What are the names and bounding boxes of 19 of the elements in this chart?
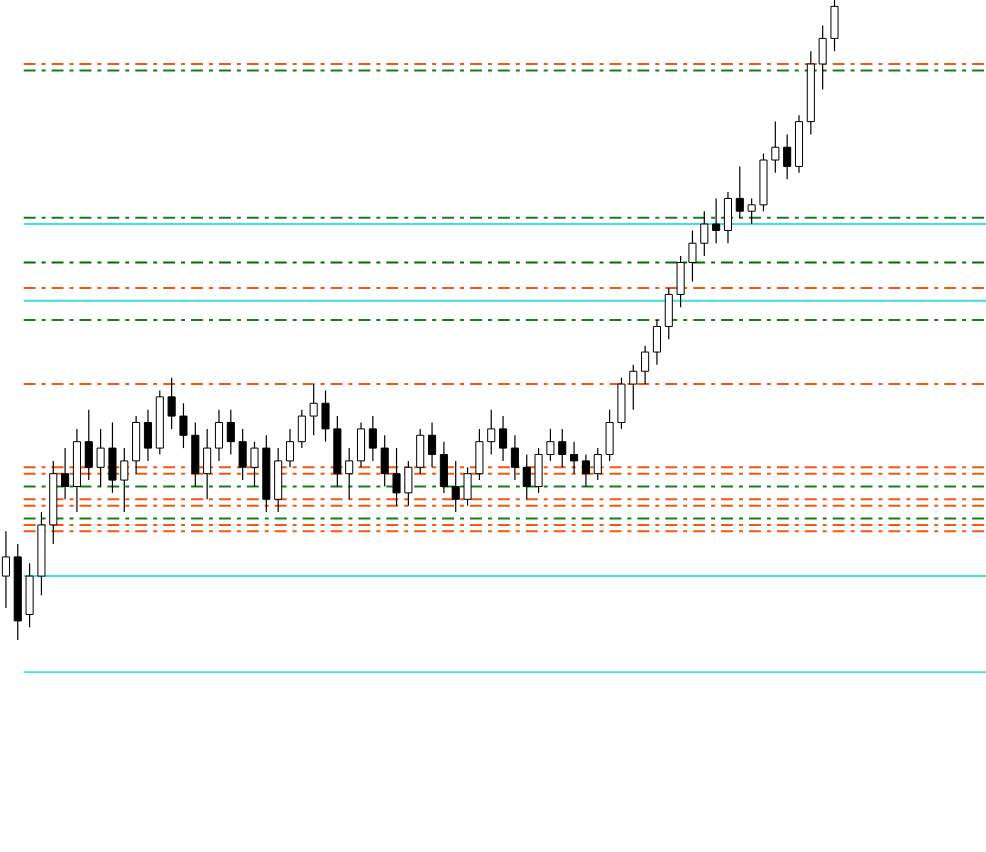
candlestick (641, 345, 650, 385)
candlestick (570, 441, 579, 475)
candlestick (723, 191, 733, 244)
candlestick (581, 453, 590, 488)
candlestick (427, 421, 437, 468)
candlestick (499, 415, 508, 462)
candlestick (794, 114, 804, 174)
candlestick (439, 441, 448, 494)
candlestick (143, 409, 153, 462)
candlestick (510, 434, 519, 481)
candlestick (72, 428, 81, 513)
candlestick (132, 415, 141, 475)
candlestick (652, 319, 661, 366)
candlestick (1, 530, 10, 609)
candlestick (356, 421, 366, 468)
candlestick (61, 447, 70, 500)
candlestick (712, 197, 721, 244)
candlestick (285, 428, 295, 468)
candlestick (214, 409, 224, 462)
